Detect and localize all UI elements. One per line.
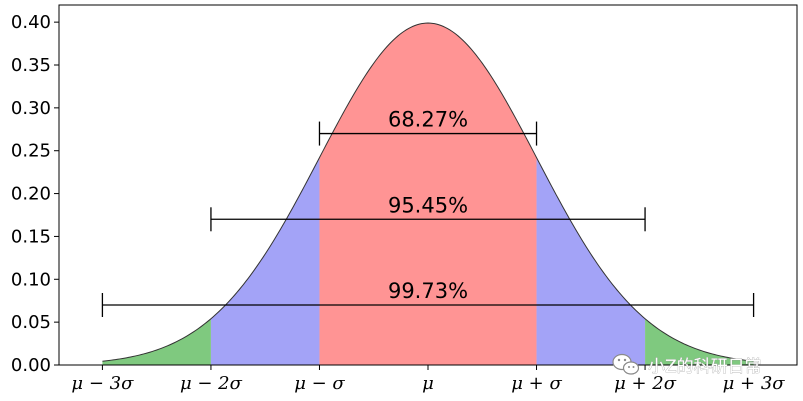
region-3 [319, 23, 537, 366]
y-tick-label: 0.20 [11, 184, 51, 205]
y-tick-label: 0.40 [11, 12, 51, 33]
region-1 [102, 318, 211, 365]
annotation-3: 99.73% [101, 279, 755, 317]
y-tick-label: 0.35 [11, 55, 51, 76]
x-tick-label: μ − 3σ [71, 373, 134, 394]
x-tick-label: μ − 2σ [180, 373, 243, 394]
y-tick-label: 0.15 [11, 226, 51, 247]
x-axis-ticks: μ − 3σ μ − 2σ μ − σ μ μ + σ μ + 2σ μ + 3σ [71, 365, 785, 394]
y-tick-label: 0.00 [11, 355, 51, 376]
region-5 [645, 318, 754, 365]
annotation-label: 99.73% [388, 279, 468, 303]
annotation-label: 68.27% [388, 108, 468, 132]
density-curve [102, 22, 754, 362]
x-tick-label: μ − σ [294, 373, 345, 394]
watermark: 小Z的科研日常 [612, 353, 762, 377]
annotation-1: 68.27% [318, 108, 538, 146]
interval-annotations: 68.27% 95.45% 99.73% [101, 108, 755, 317]
x-tick-label: μ [422, 373, 434, 394]
x-tick-label: μ + σ [511, 373, 562, 394]
annotation-label: 95.45% [388, 193, 468, 217]
y-tick-label: 0.05 [11, 312, 51, 333]
wechat-icon [612, 353, 640, 375]
watermark-text: 小Z的科研日常 [648, 357, 762, 377]
x-tick-label: μ + 2σ [614, 373, 677, 394]
y-tick-label: 0.30 [11, 98, 51, 119]
y-tick-label: 0.25 [11, 141, 51, 162]
annotation-2: 95.45% [210, 193, 646, 232]
x-tick-label: μ + 3σ [723, 373, 786, 394]
y-tick-label: 0.10 [11, 269, 51, 290]
y-axis-ticks: 0.00 0.05 0.10 0.15 0.20 0.25 0.30 0.35 0.40 [11, 12, 59, 376]
